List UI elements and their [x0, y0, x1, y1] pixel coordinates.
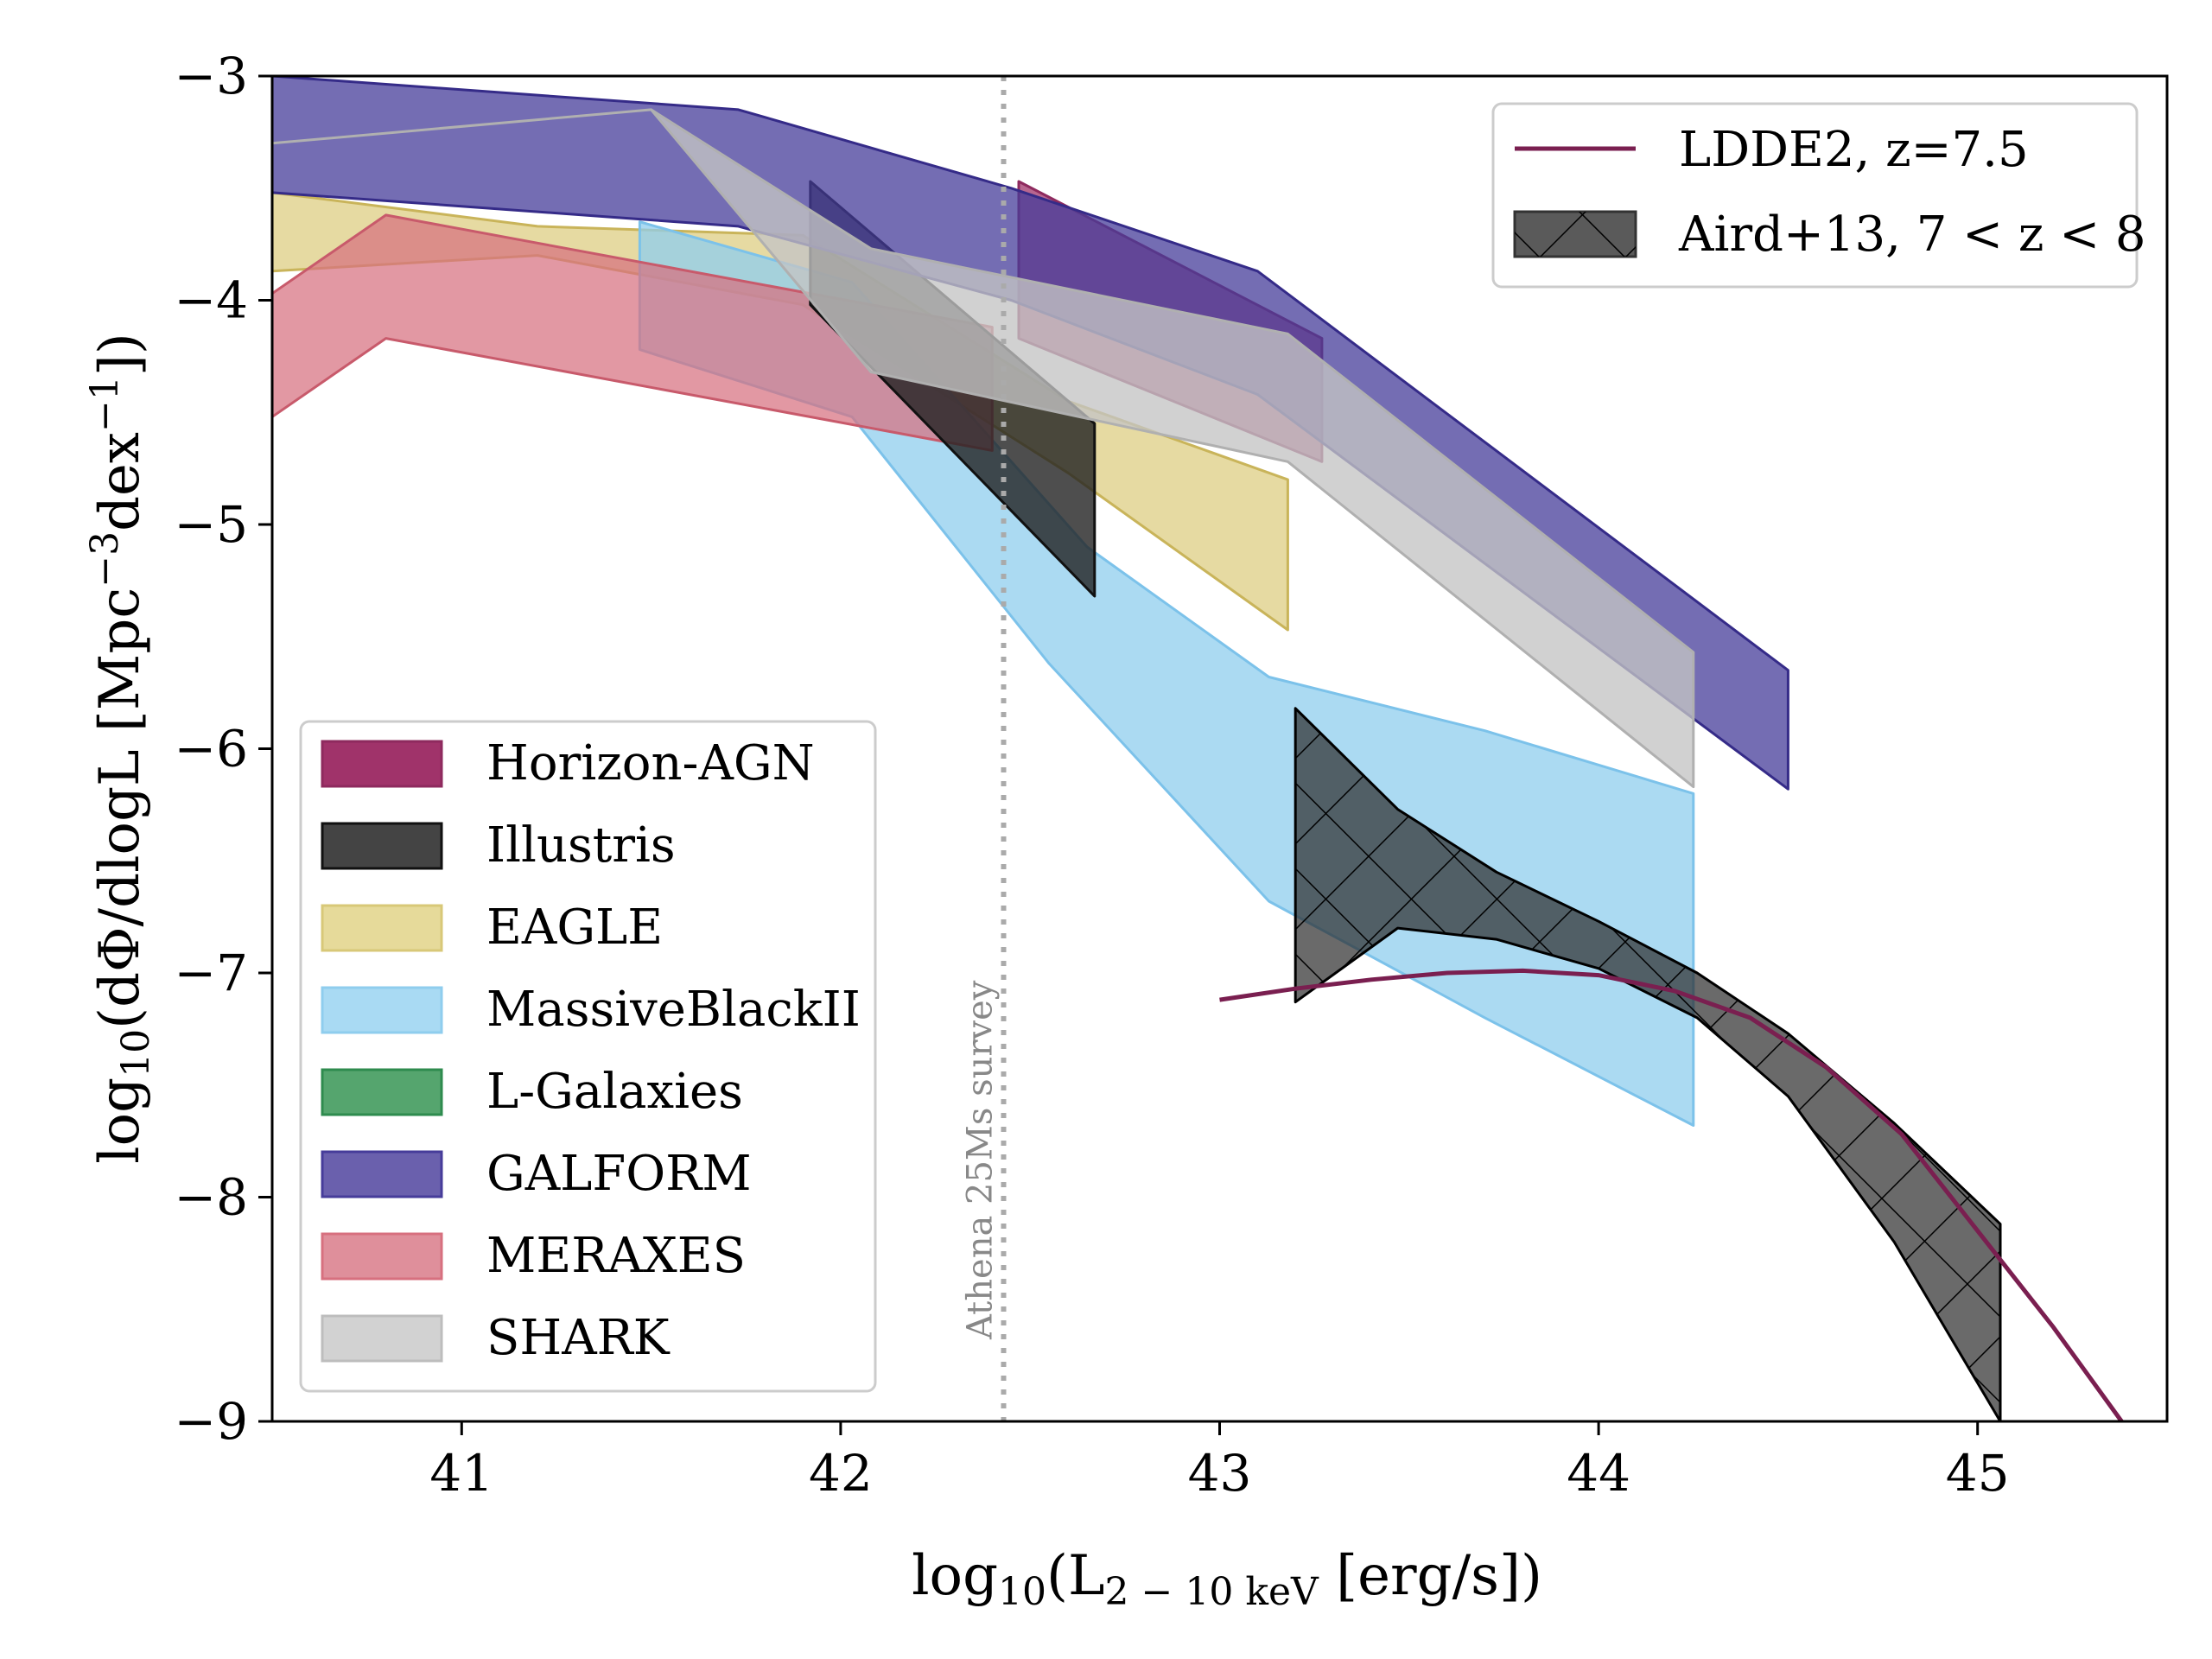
- aird13-hatch: [1294, 707, 2002, 1421]
- x-tick-label: 43: [1188, 1444, 1252, 1503]
- legend-swatch-galform: [321, 1150, 443, 1198]
- legend-swatch-meraxes: [321, 1232, 443, 1281]
- y-tick-label: −3: [175, 47, 249, 105]
- survey-limit: Athena 25Ms survey: [960, 76, 1007, 1421]
- legend-label-shark: SHARK: [486, 1310, 671, 1366]
- x-tick-label: 44: [1567, 1444, 1630, 1503]
- ldde2-curve: [1219, 968, 2124, 1421]
- legend-label-l-galaxies: L-Galaxies: [486, 1064, 743, 1120]
- x-axis-label: log10(L2 − 10 keV [erg/s]): [912, 1544, 1542, 1614]
- legend-label-horizon-agn: Horizon-AGN: [486, 735, 815, 791]
- legend-swatch-massiveblackii: [321, 986, 443, 1034]
- legend-swatch-illustris: [321, 822, 443, 870]
- legend-ldde2-label: LDDE2, z=7.5: [1679, 122, 2029, 178]
- y-tick-label: −8: [175, 1168, 249, 1227]
- legend-swatch-horizon-agn: [321, 740, 443, 788]
- y-tick-label: −7: [175, 944, 249, 1002]
- band-shark: [272, 108, 1695, 789]
- x-tick-label: 41: [429, 1444, 493, 1503]
- x-axis-ticks: 41 42 43 44 45: [429, 1421, 2010, 1503]
- survey-label: Athena 25Ms survey: [960, 980, 1000, 1340]
- x-tick-label: 42: [809, 1444, 873, 1503]
- y-tick-label: −6: [175, 720, 249, 779]
- legend-aird13-label: Aird+13, 7 < z < 8: [1678, 207, 2146, 263]
- legend-swatch-eagle: [321, 904, 443, 952]
- legend-swatch-l-galaxies: [321, 1068, 443, 1116]
- y-tick-label: −5: [175, 495, 249, 554]
- legend-left: Horizon-AGN Illustris EAGLE MassiveBlackII L…: [299, 720, 877, 1393]
- y-axis-ticks: −3 −4 −5 −6 −7 −8 −9: [175, 47, 272, 1451]
- ldde2-line: [1219, 968, 2124, 1421]
- legend-aird13-hatch: [1515, 212, 1636, 257]
- legend-label-eagle: EAGLE: [486, 899, 663, 956]
- y-tick-label: −9: [175, 1392, 249, 1451]
- legend-right-box: [1491, 102, 2139, 289]
- aird13-band: [1294, 707, 2002, 1421]
- legend-left-box: [299, 720, 877, 1393]
- x-tick-label: 45: [1946, 1444, 2010, 1503]
- legend-label-massiveblackii: MassiveBlackII: [486, 982, 861, 1038]
- legend-label-illustris: Illustris: [486, 817, 676, 874]
- band-galform: [272, 76, 1789, 791]
- legend-label-galform: GALFORM: [486, 1146, 752, 1202]
- y-tick-label: −4: [175, 271, 249, 330]
- legend-right: LDDE2, z=7.5 Aird+13, 7 < z < 8: [1491, 102, 2146, 289]
- y-axis-label: log10(dΦ/dlogL [Mpc−3dex−1]): [83, 333, 158, 1164]
- legend-swatch-shark: [321, 1314, 443, 1363]
- legend-label-meraxes: MERAXES: [486, 1228, 746, 1284]
